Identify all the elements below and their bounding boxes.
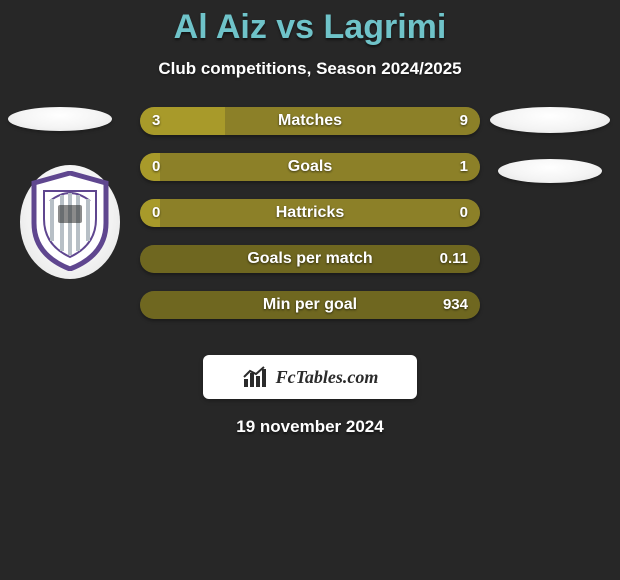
page-title: Al Aiz vs Lagrimi [0, 0, 620, 47]
bar-left-value: 3 [152, 107, 160, 135]
stat-bar-row: Matches3 9 [140, 107, 480, 135]
bar-label: Hattricks [140, 199, 480, 227]
stat-bar-row: Min per goal934 [140, 291, 480, 319]
bar-left-value: 0 [152, 153, 160, 181]
bar-right-value: 0 [460, 199, 468, 227]
date-text: 19 november 2024 [0, 417, 620, 437]
bar-left-value: 0 [152, 199, 160, 227]
logo-text: FcTables.com [276, 367, 379, 388]
decorative-ellipse [490, 107, 610, 133]
shield-icon [28, 171, 112, 271]
bar-chart-icon [242, 365, 270, 389]
bar-label: Min per goal [140, 291, 480, 319]
subtitle: Club competitions, Season 2024/2025 [0, 59, 620, 79]
stat-bar-row: Hattricks0 0 [140, 199, 480, 227]
chart-stage: Matches39Goals01Hattricks00Goals per mat… [0, 107, 620, 337]
stat-bar-row: Goals per match0.11 [140, 245, 480, 273]
decorative-ellipse [8, 107, 112, 131]
stat-bars: Matches39Goals01Hattricks00Goals per mat… [140, 107, 480, 337]
page-root: Al Aiz vs Lagrimi Club competitions, Sea… [0, 0, 620, 580]
bar-label: Goals [140, 153, 480, 181]
stat-bar-row: Goals0 1 [140, 153, 480, 181]
bar-right-value: 934 [443, 291, 468, 319]
bar-right-value: 0.11 [440, 245, 468, 273]
decorative-ellipse [498, 159, 602, 183]
bar-right-value: 1 [460, 153, 468, 181]
team-crest-left [20, 165, 120, 279]
bar-right-value: 9 [460, 107, 468, 135]
bar-label: Matches [140, 107, 480, 135]
bar-label: Goals per match [140, 245, 480, 273]
site-logo: FcTables.com [203, 355, 417, 399]
